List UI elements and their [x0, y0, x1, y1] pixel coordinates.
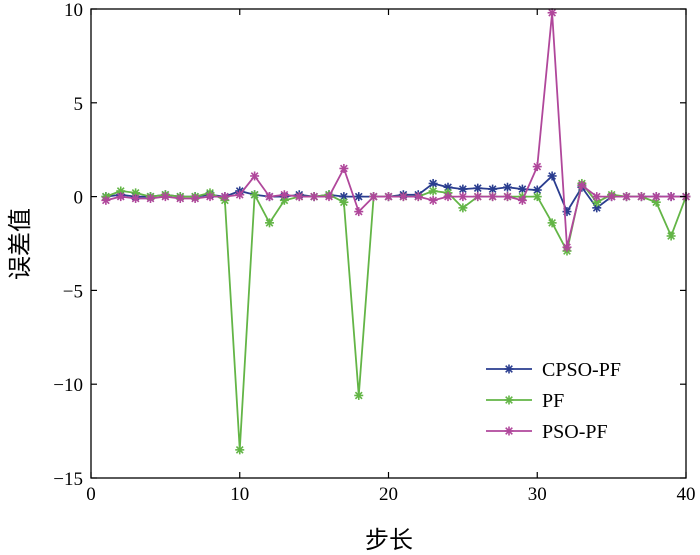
data-point-pso-pf	[443, 192, 453, 202]
data-point-pso-pf	[577, 180, 587, 190]
data-point-pso-pf	[369, 192, 379, 202]
y-axis-title: 误差值	[7, 208, 34, 280]
series-line-pso-pf	[105, 12, 686, 248]
data-point-pso-pf	[547, 8, 557, 18]
y-tick-label: 0	[74, 188, 84, 209]
data-point-pf	[592, 197, 602, 207]
data-point-cpso-pf	[473, 183, 483, 193]
data-point-pf	[235, 445, 245, 455]
x-tick-label: 20	[379, 484, 398, 505]
series-line-cpso-pf	[105, 174, 686, 214]
data-point-pf	[265, 218, 274, 228]
data-point-pso-pf	[398, 192, 408, 202]
y-tick-label: 10	[64, 0, 83, 21]
data-point-pso-pf	[473, 192, 483, 202]
data-point-cpso-pf	[517, 184, 527, 194]
data-point-pso-pf	[339, 163, 349, 173]
data-point-pso-pf	[220, 192, 230, 202]
y-tick-label: −15	[53, 469, 83, 490]
series-line-pf	[105, 181, 687, 450]
data-point-pso-pf	[116, 192, 126, 202]
data-point-pso-pf	[205, 192, 215, 202]
series-layer	[101, 8, 691, 455]
legend-marker-cpso-pf	[504, 364, 514, 374]
data-point-pf	[666, 231, 676, 241]
data-point-pso-pf	[503, 192, 512, 202]
data-point-pso-pf	[607, 192, 617, 202]
data-point-pso-pf	[309, 192, 319, 202]
legend-marker-pso-pf	[504, 426, 514, 436]
data-point-pso-pf	[532, 162, 542, 172]
plot-frame	[90, 8, 687, 479]
data-point-pso-pf	[384, 192, 393, 202]
legend-marker-pf	[504, 395, 514, 405]
data-point-pso-pf	[265, 192, 274, 202]
data-point-pso-pf	[146, 193, 155, 203]
x-axis-title: 步长	[365, 527, 413, 554]
x-tick-label: 30	[528, 484, 547, 505]
data-point-cpso-pf	[458, 184, 468, 194]
data-point-cpso-pf	[503, 182, 512, 192]
x-tick-label: 0	[86, 484, 96, 505]
data-point-pso-pf	[101, 195, 111, 205]
data-point-pso-pf	[517, 195, 527, 205]
data-point-pso-pf	[131, 193, 141, 203]
legend-label-pso-pf: PSO-PF	[542, 421, 608, 443]
x-tick-label: 10	[230, 484, 249, 505]
y-tick-label: −10	[53, 375, 83, 396]
legend-label-pf: PF	[542, 390, 564, 412]
data-point-pf	[547, 218, 557, 228]
data-point-cpso-pf	[354, 192, 364, 202]
data-point-pso-pf	[666, 192, 676, 202]
data-point-pso-pf	[190, 193, 200, 203]
ticks-layer: 0 10 20 30 40 10 5 0 −5 −10 −15	[53, 0, 695, 505]
data-point-pso-pf	[354, 207, 364, 217]
data-point-pso-pf	[235, 190, 245, 200]
data-point-pso-pf	[458, 192, 468, 202]
legend: CPSO-PF PF PSO-PF	[486, 359, 621, 443]
data-point-pf	[532, 192, 542, 202]
data-point-pf	[354, 390, 364, 400]
data-point-pso-pf	[175, 193, 185, 203]
data-point-pso-pf	[413, 192, 423, 202]
data-point-pf	[458, 203, 468, 213]
x-tick-label: 40	[677, 484, 696, 505]
data-point-pso-pf	[651, 192, 661, 202]
legend-label-cpso-pf: CPSO-PF	[542, 359, 621, 381]
data-point-pso-pf	[160, 192, 170, 202]
data-point-pso-pf	[250, 171, 260, 181]
data-point-pso-pf	[294, 192, 304, 202]
data-point-cpso-pf	[547, 171, 557, 181]
data-point-cpso-pf	[428, 178, 438, 188]
data-point-pf	[339, 197, 349, 207]
data-point-pso-pf	[622, 192, 631, 202]
data-point-pso-pf	[488, 192, 498, 202]
data-point-pso-pf	[592, 192, 602, 202]
data-point-pf	[651, 197, 661, 207]
data-point-pso-pf	[562, 242, 572, 252]
data-point-pso-pf	[636, 192, 646, 202]
data-point-pf	[428, 186, 438, 196]
data-point-pso-pf	[324, 192, 334, 202]
data-point-pso-pf	[428, 195, 438, 205]
y-tick-label: −5	[63, 281, 83, 302]
data-point-pf	[250, 190, 260, 200]
y-tick-label: 5	[74, 94, 84, 115]
data-point-pso-pf	[279, 190, 289, 200]
data-point-cpso-pf	[488, 184, 498, 194]
